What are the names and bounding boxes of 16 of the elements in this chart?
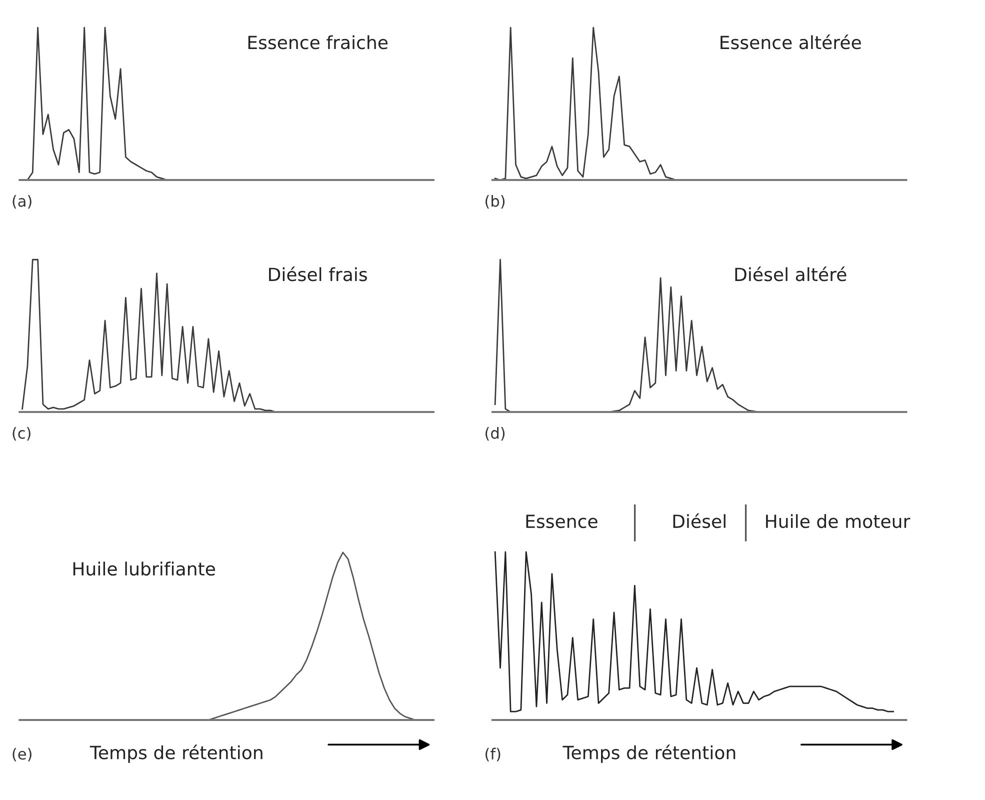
text: (a) bbox=[12, 195, 32, 209]
text: Essence bbox=[526, 514, 598, 528]
text: Diésel bbox=[673, 513, 726, 528]
chart-title: Huile lubrifiante bbox=[73, 562, 216, 576]
chart-title: Essence fraiche bbox=[248, 35, 388, 50]
text: (b) bbox=[486, 195, 505, 209]
text: (d) bbox=[486, 427, 505, 441]
chart-title: Diésel frais bbox=[269, 266, 367, 282]
text: Huile de moteur bbox=[766, 514, 910, 528]
text: (c) bbox=[12, 427, 30, 441]
x-axis-title: Temps de rétention bbox=[90, 744, 262, 763]
chart-title: Diésel altéré bbox=[735, 266, 846, 282]
text: (e) bbox=[12, 748, 32, 762]
chart-title: Essence altérée bbox=[720, 34, 861, 50]
text: (f) bbox=[486, 748, 500, 762]
x-axis-title: Temps de rétention bbox=[562, 744, 736, 763]
